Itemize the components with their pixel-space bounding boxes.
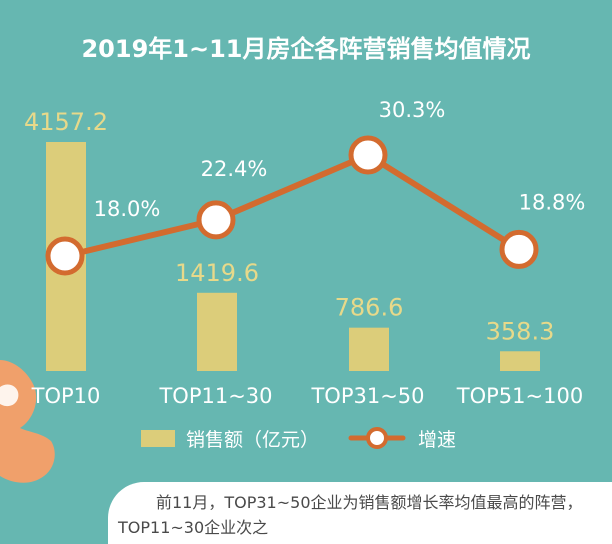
hand-decoration	[0, 360, 55, 483]
growth-line	[62, 152, 522, 259]
growth-label-3: 30.3%	[379, 98, 446, 122]
legend-sales-swatch	[141, 430, 175, 447]
category-axis: TOP10 TOP11~30 TOP31~50 TOP51~100	[31, 384, 584, 408]
bar-series	[46, 142, 540, 371]
category-label-1: TOP10	[31, 384, 101, 408]
bar-3	[349, 327, 389, 371]
growth-labels: 18.0% 22.4% 30.3% 18.8%	[94, 98, 586, 221]
legend-sales-label: 销售额（亿元）	[186, 429, 319, 451]
bar-4	[500, 351, 540, 371]
decorative-illustration	[0, 360, 55, 483]
bar-value-label-4: 358.3	[486, 317, 555, 345]
chart-title: 2019年1~11月房企各阵营销售均值情况	[81, 35, 530, 63]
growth-point-3	[348, 135, 388, 175]
bar-labels: 4157.2 1419.6 786.6 358.3	[24, 108, 554, 345]
growth-point-1	[45, 236, 85, 276]
growth-points	[45, 135, 539, 276]
growth-point-2	[196, 200, 236, 240]
bar-value-label-3: 786.6	[335, 294, 404, 322]
legend-growth-label: 增速	[418, 429, 456, 451]
category-label-3: TOP31~50	[310, 384, 424, 408]
hand-accent-decoration	[0, 384, 19, 407]
bar-value-label-1: 4157.2	[24, 108, 108, 136]
growth-point-4	[499, 229, 539, 269]
growth-label-2: 22.4%	[201, 157, 268, 181]
legend-growth-point	[366, 427, 388, 449]
bar-2	[197, 292, 237, 371]
chart-legend: 销售额（亿元） 增速	[141, 427, 456, 451]
growth-label-1: 18.0%	[94, 197, 161, 221]
chart-note: 前11月，TOP31~50企业为销售额增长率均值最高的阵营，TOP11~30企业…	[118, 493, 583, 537]
bar-value-label-2: 1419.6	[175, 259, 259, 287]
note-panel	[108, 482, 612, 544]
category-label-4: TOP51~100	[456, 384, 583, 408]
growth-label-4: 18.8%	[519, 190, 586, 214]
category-label-2: TOP11~30	[158, 384, 272, 408]
